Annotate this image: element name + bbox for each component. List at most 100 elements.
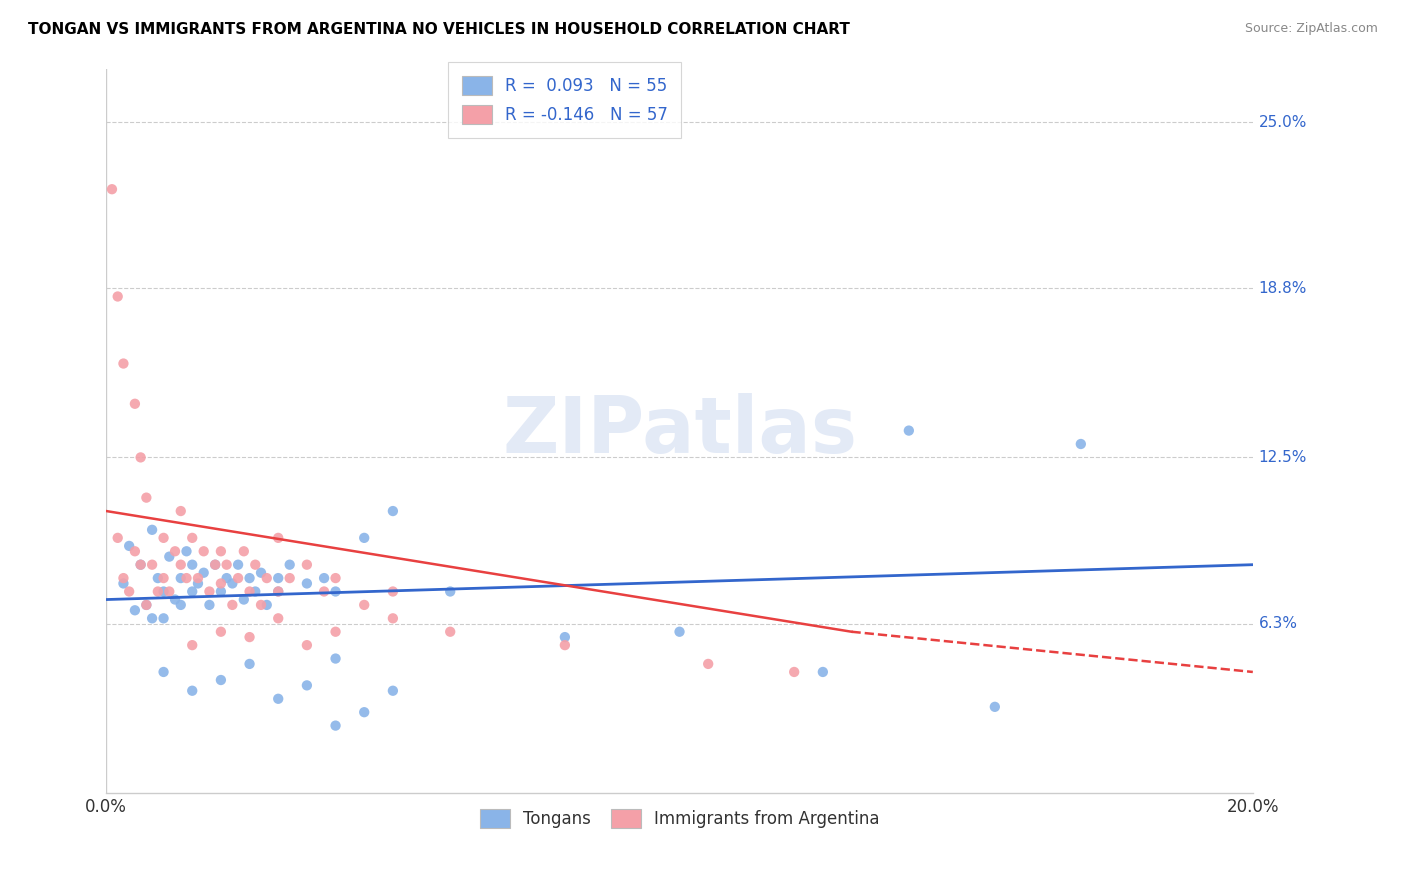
Point [295, 678, 318, 692]
Point [141, 558, 163, 572]
Text: Source: ZipAtlas.com: Source: ZipAtlas.com [1244, 22, 1378, 36]
Point [181, 683, 204, 698]
Point [256, 598, 278, 612]
Point [554, 630, 576, 644]
Point [697, 657, 720, 671]
Point [112, 571, 135, 585]
Point [238, 630, 260, 644]
Point [146, 571, 169, 585]
Point [170, 598, 193, 612]
Point [221, 598, 243, 612]
Point [204, 558, 226, 572]
Point [250, 566, 273, 580]
Point [381, 584, 404, 599]
Point [129, 450, 152, 465]
Point [107, 289, 129, 303]
Point [811, 665, 834, 679]
Point [170, 571, 193, 585]
Point [353, 705, 375, 719]
Point [226, 571, 249, 585]
Point [256, 571, 278, 585]
Point [118, 539, 141, 553]
Point [107, 531, 129, 545]
Point [187, 571, 209, 585]
Point [215, 558, 238, 572]
Text: 12.5%: 12.5% [1258, 450, 1308, 465]
Point [353, 531, 375, 545]
Point [152, 611, 174, 625]
Point [141, 523, 163, 537]
Point [250, 598, 273, 612]
Point [267, 531, 290, 545]
Point [135, 598, 157, 612]
Point [135, 598, 157, 612]
Point [314, 571, 336, 585]
Point [152, 584, 174, 599]
Point [668, 624, 690, 639]
Point [176, 571, 198, 585]
Point [187, 576, 209, 591]
Point [554, 638, 576, 652]
Point [209, 624, 232, 639]
Point [181, 584, 204, 599]
Point [204, 558, 226, 572]
Point [439, 584, 461, 599]
Point [124, 544, 146, 558]
Point [152, 571, 174, 585]
Text: 18.8%: 18.8% [1258, 281, 1308, 296]
Point [232, 544, 254, 558]
Point [141, 611, 163, 625]
Point [897, 424, 920, 438]
Text: ZIPatlas: ZIPatlas [502, 392, 858, 468]
Point [152, 665, 174, 679]
Point [129, 558, 152, 572]
Point [215, 571, 238, 585]
Point [193, 566, 215, 580]
Point [783, 665, 806, 679]
Text: TONGAN VS IMMIGRANTS FROM ARGENTINA NO VEHICLES IN HOUSEHOLD CORRELATION CHART: TONGAN VS IMMIGRANTS FROM ARGENTINA NO V… [28, 22, 851, 37]
Point [267, 584, 290, 599]
Point [267, 691, 290, 706]
Point [170, 558, 193, 572]
Point [209, 673, 232, 687]
Point [278, 558, 301, 572]
Point [325, 584, 347, 599]
Point [221, 576, 243, 591]
Point [181, 638, 204, 652]
Point [295, 638, 318, 652]
Point [112, 357, 135, 371]
Point [181, 558, 204, 572]
Point [176, 544, 198, 558]
Point [238, 584, 260, 599]
Point [381, 683, 404, 698]
Point [198, 598, 221, 612]
Point [135, 491, 157, 505]
Point [112, 576, 135, 591]
Point [267, 584, 290, 599]
Point [152, 531, 174, 545]
Point [353, 598, 375, 612]
Point [157, 584, 180, 599]
Legend: Tongans, Immigrants from Argentina: Tongans, Immigrants from Argentina [472, 803, 886, 835]
Point [101, 182, 124, 196]
Point [295, 576, 318, 591]
Point [325, 651, 347, 665]
Point [245, 558, 267, 572]
Point [267, 611, 290, 625]
Point [295, 558, 318, 572]
Point [232, 592, 254, 607]
Text: 25.0%: 25.0% [1258, 115, 1308, 129]
Point [325, 571, 347, 585]
Point [278, 571, 301, 585]
Point [198, 584, 221, 599]
Point [245, 584, 267, 599]
Text: 6.3%: 6.3% [1258, 616, 1298, 632]
Point [226, 558, 249, 572]
Point [325, 624, 347, 639]
Point [381, 611, 404, 625]
Point [381, 504, 404, 518]
Point [209, 584, 232, 599]
Point [118, 584, 141, 599]
Point [163, 544, 186, 558]
Point [181, 531, 204, 545]
